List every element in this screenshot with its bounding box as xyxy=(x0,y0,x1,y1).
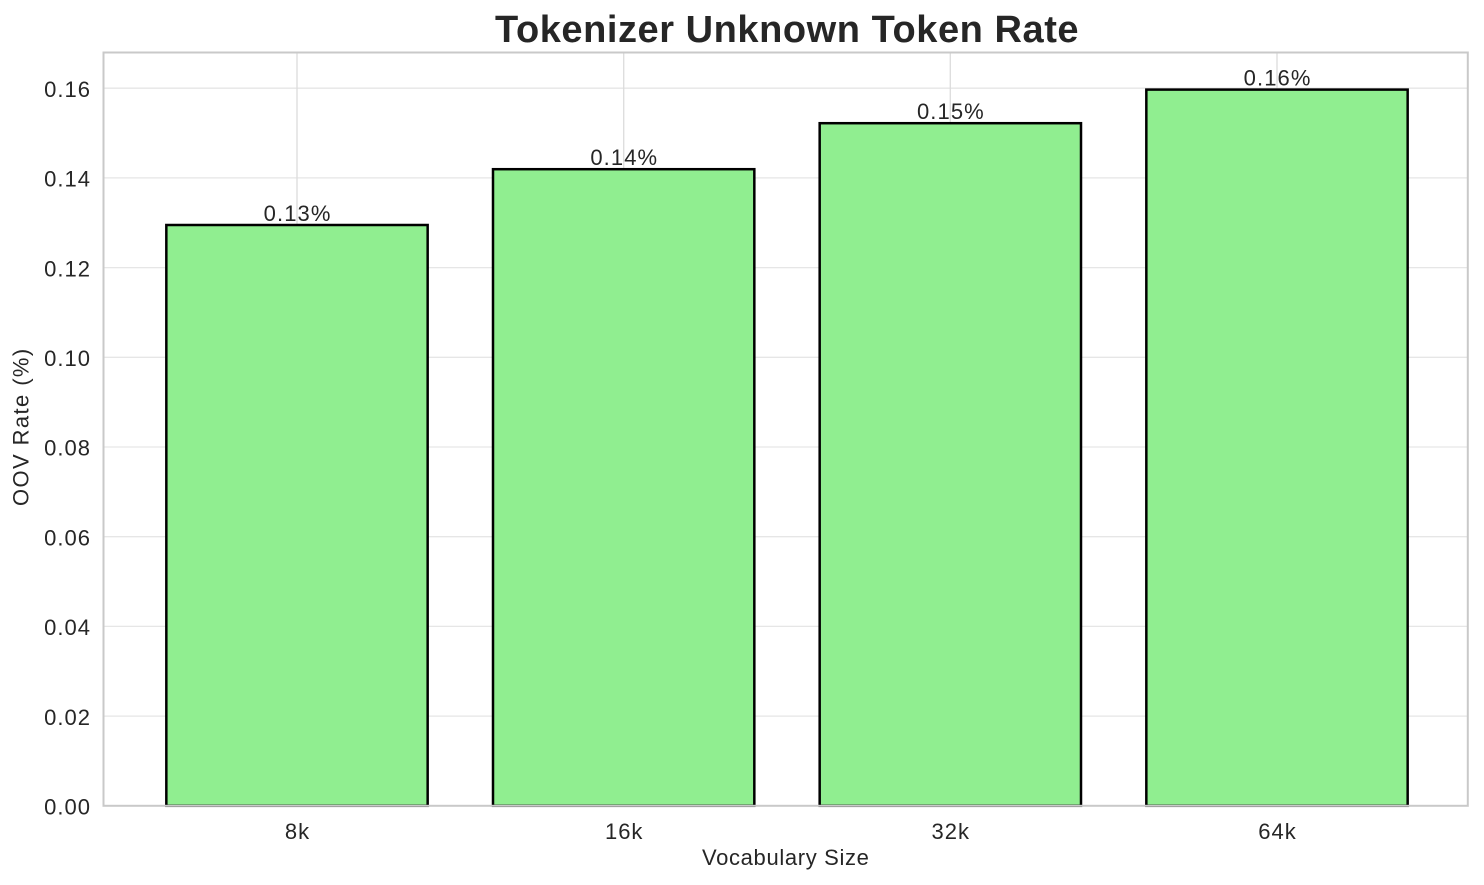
svg-text:0.10: 0.10 xyxy=(44,346,91,371)
svg-text:0.15%: 0.15% xyxy=(917,99,985,124)
svg-text:0.16: 0.16 xyxy=(44,77,91,102)
svg-text:0.13%: 0.13% xyxy=(264,201,332,226)
svg-text:64k: 64k xyxy=(1258,819,1296,844)
svg-text:Tokenizer Unknown Token Rate: Tokenizer Unknown Token Rate xyxy=(495,9,1079,51)
svg-text:0.04: 0.04 xyxy=(44,615,91,640)
svg-text:8k: 8k xyxy=(285,819,310,844)
svg-text:16k: 16k xyxy=(605,819,643,844)
svg-text:OOV Rate (%): OOV Rate (%) xyxy=(9,347,34,506)
svg-text:0.14%: 0.14% xyxy=(590,145,658,170)
svg-text:0.08: 0.08 xyxy=(44,436,91,461)
svg-text:Vocabulary Size: Vocabulary Size xyxy=(702,845,870,870)
svg-text:0.12: 0.12 xyxy=(44,256,91,281)
svg-text:32k: 32k xyxy=(932,819,970,844)
svg-text:0.06: 0.06 xyxy=(44,525,91,550)
svg-text:0.02: 0.02 xyxy=(44,705,91,730)
svg-text:0.16%: 0.16% xyxy=(1244,66,1312,91)
svg-text:0.14: 0.14 xyxy=(44,167,91,192)
svg-text:0.00: 0.00 xyxy=(44,795,91,820)
